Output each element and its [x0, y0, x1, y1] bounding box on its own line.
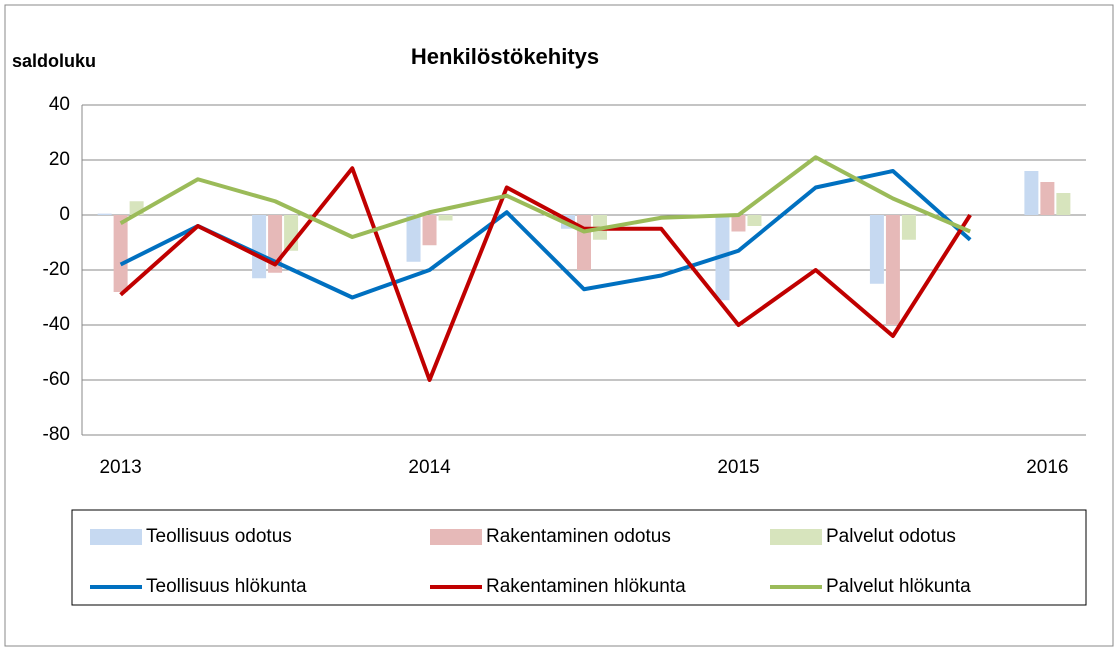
legend-swatch — [770, 529, 822, 545]
bar — [901, 215, 916, 240]
bar — [438, 215, 453, 221]
legend-label: Rakentaminen odotus — [486, 526, 671, 547]
bar — [406, 215, 421, 262]
legend-label: Palvelut odotus — [826, 526, 956, 547]
y-tick-label: 0 — [59, 204, 70, 225]
x-tick-label: 2015 — [717, 457, 759, 478]
bar — [731, 215, 746, 232]
legend-box — [71, 509, 1087, 606]
y-tick-label: 40 — [49, 94, 70, 115]
bar — [113, 215, 128, 292]
bar — [885, 215, 900, 325]
bar — [252, 215, 267, 279]
bar — [747, 215, 762, 226]
legend-swatch — [430, 529, 482, 545]
y-tick-label: -20 — [43, 259, 70, 280]
legend-label: Teollisuus hlökunta — [146, 576, 307, 597]
x-tick-label: 2016 — [1026, 457, 1068, 478]
y-tick-label: 20 — [49, 149, 70, 170]
legend-label: Teollisuus odotus — [146, 526, 292, 547]
y-tick-label: -60 — [43, 369, 70, 390]
legend-swatch — [90, 529, 142, 545]
chart-title: Henkilöstökehitys — [411, 44, 599, 69]
bar — [577, 215, 591, 270]
line — [119, 155, 971, 239]
bar — [1040, 182, 1055, 215]
bar — [1056, 193, 1071, 215]
bar — [1024, 171, 1039, 215]
legend-label: Rakentaminen hlökunta — [486, 576, 686, 597]
y-tick-label: -80 — [43, 424, 70, 445]
bar — [422, 215, 437, 246]
y-axis-label: saldoluku — [12, 51, 96, 71]
bar — [869, 215, 884, 284]
bar — [97, 213, 112, 215]
legend-label: Palvelut hlökunta — [826, 576, 971, 597]
y-tick-label: -40 — [43, 314, 70, 335]
line — [119, 169, 972, 300]
line — [119, 166, 972, 382]
x-tick-label: 2014 — [408, 457, 451, 478]
x-tick-label: 2013 — [99, 457, 141, 478]
